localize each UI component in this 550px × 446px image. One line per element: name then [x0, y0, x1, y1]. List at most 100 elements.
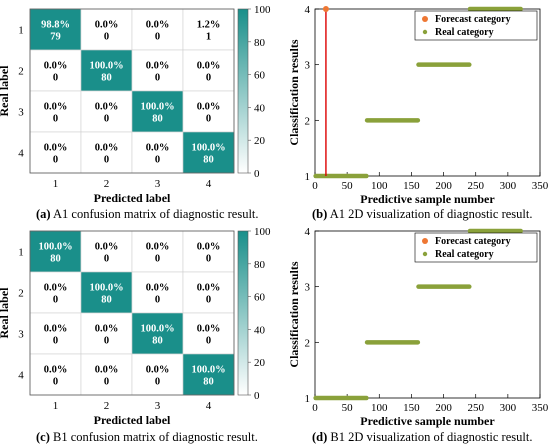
legend-label-forecast: Forecast category [435, 14, 511, 25]
x-tick-label: 1 [53, 400, 59, 412]
cell-percent-label: 0.0% [197, 61, 221, 72]
x-tick-label: 4 [206, 400, 212, 412]
cell-count-label: 0 [155, 254, 160, 265]
legend-label-real: Real category [435, 27, 494, 38]
x-tick-label: 4 [206, 178, 212, 190]
heatmap-cell [182, 49, 235, 92]
cell-count-label: 0 [206, 73, 211, 84]
cell-count-label: 1 [206, 32, 211, 43]
legend-label-real: Real category [435, 249, 494, 260]
cell-percent-label: 100.0% [191, 365, 225, 376]
cell-count-label: 0 [206, 336, 211, 347]
cell-percent-label: 0.0% [44, 324, 68, 335]
heatmap-cell [29, 312, 82, 355]
colorbar-tick-label: 0 [254, 168, 260, 180]
x-tick-label: 100 [371, 402, 388, 414]
heatmap-cell [131, 353, 184, 396]
cell-count-label: 80 [152, 336, 163, 347]
cell-percent-label: 0.0% [146, 61, 170, 72]
colorbar-tick-label: 40 [254, 102, 266, 114]
scatter-plot-1: 0 50 100 150 200 250 300 350 1 2 3 4 Predictive samp… [287, 4, 549, 206]
legend-label-forecast: Forecast category [435, 236, 511, 247]
cell-count-label: 0 [206, 254, 211, 265]
x-tick-label: 50 [342, 180, 354, 192]
cell-count-label: 0 [53, 377, 58, 388]
y-tick-label: 2 [18, 66, 24, 78]
colorbar [237, 8, 249, 174]
confusion-matrix-2: 100.0%800.0%00.0%00.0%00.0%0100.0%800.0%… [0, 226, 271, 427]
colorbar-tick-label: 60 [254, 292, 266, 304]
cell-count-label: 0 [104, 114, 109, 125]
cell-count-label: 0 [206, 114, 211, 125]
legend-real-marker [422, 251, 428, 257]
cell-percent-label: 0.0% [146, 20, 170, 31]
cell-percent-label: 0.0% [146, 365, 170, 376]
cell-percent-label: 0.0% [44, 365, 68, 376]
heatmap-cell [80, 131, 133, 174]
caption-d-text: B1 2D visualization of diagnostic result… [330, 430, 533, 444]
cell-count-label: 0 [155, 295, 160, 306]
cell-count-label: 80 [50, 254, 61, 265]
y-tick-label: 4 [18, 148, 24, 160]
confusion-matrix-0: 98.8%790.0%00.0%01.2%10.0%0100.0%800.0%0… [0, 4, 271, 205]
x-axis-label: Predictive sample number [360, 414, 495, 428]
heatmap-cell [182, 90, 235, 133]
heatmap-cell [182, 312, 235, 355]
colorbar-tick-label: 80 [254, 259, 266, 271]
cell-count-label: 79 [50, 32, 61, 43]
x-tick-label: 250 [467, 402, 484, 414]
cell-count-label: 0 [104, 254, 109, 265]
colorbar-tick-label: 20 [254, 357, 266, 369]
cell-count-label: 0 [53, 114, 58, 125]
heatmap-cell [182, 271, 235, 314]
heatmap-cell [29, 49, 82, 92]
cell-percent-label: 0.0% [95, 242, 119, 253]
x-tick-label: 2 [104, 178, 110, 190]
colorbar-tick-label: 20 [254, 135, 266, 147]
caption-b: (b) A1 2D visualization of diagnostic re… [312, 207, 532, 221]
y-tick-label: 4 [305, 226, 311, 238]
y-axis-label: Real label [0, 65, 11, 117]
x-axis-label: Predicted label [94, 413, 171, 427]
cell-percent-label: 0.0% [95, 102, 119, 113]
cell-percent-label: 100.0% [89, 61, 123, 72]
cell-percent-label: 0.0% [197, 242, 221, 253]
y-tick-label: 1 [305, 393, 311, 405]
caption-c-text: B1 confusion matrix of diagnostic result… [53, 430, 258, 444]
x-tick-label: 2 [104, 400, 110, 412]
legend-box [414, 232, 538, 263]
heatmap-cell [80, 90, 133, 133]
heatmap-frame [29, 8, 235, 174]
cell-percent-label: 0.0% [197, 324, 221, 335]
cell-percent-label: 1.2% [197, 20, 221, 31]
y-tick-label: 2 [305, 115, 311, 127]
y-tick-label: 1 [18, 25, 24, 37]
legend-forecast-marker [422, 16, 428, 22]
cell-count-label: 0 [53, 336, 58, 347]
cell-count-label: 80 [203, 155, 214, 166]
heatmap-cell [80, 353, 133, 396]
heatmap-cell [80, 271, 133, 314]
x-tick-label: 250 [467, 180, 484, 192]
cell-percent-label: 100.0% [140, 324, 174, 335]
cell-percent-label: 0.0% [197, 102, 221, 113]
cell-percent-label: 100.0% [140, 102, 174, 113]
y-tick-label: 3 [305, 60, 311, 72]
heatmap-cell [29, 8, 82, 51]
colorbar-tick-label: 0 [254, 390, 260, 402]
cell-percent-label: 0.0% [146, 283, 170, 294]
x-axis-label: Predicted label [94, 191, 171, 205]
cell-count-label: 0 [104, 377, 109, 388]
y-tick-label: 1 [305, 171, 311, 183]
heatmap-cell [29, 230, 82, 273]
colorbar-tick-label: 60 [254, 70, 266, 82]
cell-percent-label: 100.0% [191, 143, 225, 154]
y-axis-label: Real label [0, 287, 11, 339]
x-tick-label: 150 [403, 402, 420, 414]
cell-count-label: 0 [155, 377, 160, 388]
colorbar-tick-label: 100 [254, 4, 271, 16]
caption-a: (a) A1 confusion matrix of diagnostic re… [36, 207, 259, 221]
cell-percent-label: 0.0% [197, 283, 221, 294]
cell-count-label: 0 [155, 32, 160, 43]
legend-real-marker [422, 29, 428, 35]
